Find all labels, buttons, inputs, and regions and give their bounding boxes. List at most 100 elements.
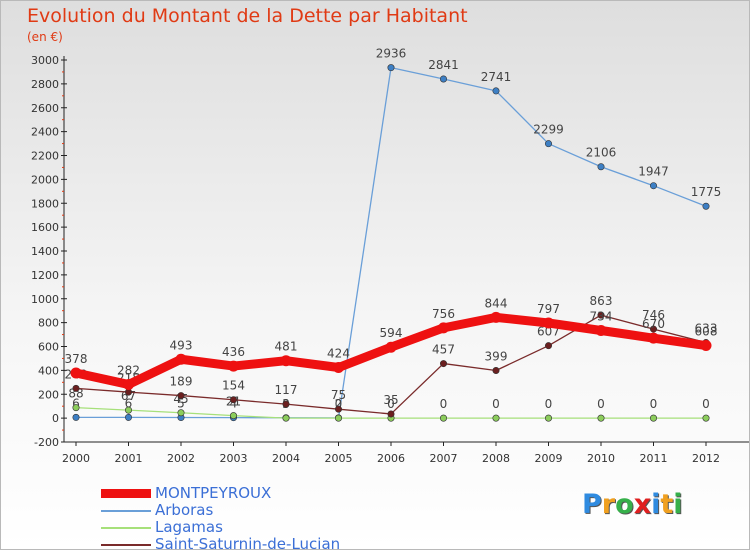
- y-tick-label: 400: [38, 364, 59, 377]
- legend-label: Arboras: [155, 501, 214, 519]
- data-point: [702, 202, 710, 210]
- y-tick-label: 1000: [31, 293, 59, 306]
- data-label: 2841: [428, 58, 459, 72]
- data-point: [649, 325, 657, 333]
- y-tick-label: 2800: [31, 78, 59, 91]
- data-label: 2741: [481, 70, 512, 84]
- data-label: 797: [537, 302, 560, 316]
- y-tick-label: 2600: [31, 102, 59, 115]
- data-label: 493: [170, 338, 193, 352]
- data-label: 0: [650, 397, 658, 411]
- data-label: 844: [485, 296, 508, 310]
- data-point: [334, 414, 342, 422]
- data-label: 2: [335, 397, 343, 411]
- data-label: 6: [125, 396, 133, 410]
- data-label: 399: [485, 349, 508, 363]
- data-point: [72, 404, 80, 412]
- data-label: 2936: [376, 47, 407, 61]
- data-point: [543, 317, 554, 329]
- data-label: 457: [432, 343, 455, 357]
- data-label: 282: [117, 363, 140, 377]
- y-tick-label: 600: [38, 341, 59, 354]
- data-point: [438, 322, 449, 334]
- data-point: [334, 405, 342, 413]
- data-label: 734: [590, 310, 613, 324]
- data-label: 5: [177, 397, 185, 411]
- data-point: [125, 413, 133, 421]
- data-label: 756: [432, 307, 455, 321]
- data-label: 117: [275, 383, 298, 397]
- y-tick-label: 1600: [31, 221, 59, 234]
- data-point: [177, 409, 185, 417]
- y-tick-label: 2400: [31, 126, 59, 139]
- data-point: [649, 414, 657, 422]
- data-label: 436: [222, 345, 245, 359]
- data-point: [177, 392, 185, 400]
- data-point: [492, 414, 500, 422]
- logo-letter: P: [582, 489, 602, 520]
- data-point: [387, 64, 395, 72]
- x-tick-label: 2003: [220, 452, 248, 465]
- data-point: [544, 140, 552, 148]
- data-point: [280, 355, 292, 367]
- legend-label: MONTPEYROUX: [155, 484, 272, 502]
- data-point: [439, 414, 447, 422]
- data-label: 378: [65, 352, 88, 366]
- y-tick-label: 2000: [31, 173, 59, 186]
- x-tick-label: 2010: [587, 452, 615, 465]
- data-point: [333, 362, 344, 374]
- data-point: [125, 406, 133, 414]
- data-label: 88: [68, 387, 83, 401]
- data-point: [123, 378, 134, 390]
- y-tick-label: 800: [38, 317, 59, 330]
- data-label: 75: [331, 388, 346, 402]
- y-tick-label: 0: [52, 412, 59, 425]
- data-label: 1775: [691, 185, 722, 199]
- data-label: 0: [492, 397, 500, 411]
- logo-letter: x: [633, 489, 652, 520]
- data-point: [70, 367, 82, 379]
- logo-letter: i: [673, 489, 683, 520]
- logo-letter: i: [651, 489, 661, 520]
- x-tick-label: 2006: [377, 452, 405, 465]
- data-label: 189: [170, 375, 193, 389]
- legend-label: Lagamas: [155, 518, 223, 536]
- x-tick-label: 2007: [430, 452, 458, 465]
- y-tick-label: 1800: [31, 197, 59, 210]
- x-tick-label: 2001: [115, 452, 143, 465]
- y-tick-label: 200: [38, 388, 59, 401]
- y-tick-label: 1400: [31, 245, 59, 258]
- data-label: 0: [702, 397, 710, 411]
- data-point: [492, 87, 500, 95]
- data-point: [597, 414, 605, 422]
- data-label: 633: [695, 322, 718, 336]
- logo-letter: o: [615, 489, 634, 520]
- data-label: 670: [642, 317, 665, 331]
- x-tick-label: 2008: [482, 452, 510, 465]
- y-tick-label: 3000: [31, 54, 59, 67]
- data-label: 424: [327, 347, 350, 361]
- data-point: [648, 332, 659, 344]
- data-label: 2106: [586, 146, 617, 160]
- data-point: [230, 396, 238, 404]
- chart-subtitle: (en €): [27, 30, 63, 44]
- data-label: 0: [440, 397, 448, 411]
- x-tick-label: 2009: [535, 452, 563, 465]
- data-label: 608: [695, 325, 718, 339]
- data-point: [72, 384, 80, 392]
- data-point: [595, 325, 607, 337]
- data-point: [439, 75, 447, 83]
- y-tick-label: 2200: [31, 150, 59, 163]
- proxiti-logo: Proxiti: [582, 489, 683, 520]
- data-label: 35: [383, 393, 398, 407]
- data-point: [700, 340, 712, 352]
- data-point: [490, 311, 502, 323]
- data-label: 154: [222, 379, 245, 393]
- data-label: 863: [590, 294, 613, 308]
- x-tick-label: 2000: [62, 452, 90, 465]
- y-tick-label: 1200: [31, 269, 59, 282]
- data-label: 0: [597, 397, 605, 411]
- legend-label: Saint-Saturnin-de-Lucian: [155, 535, 341, 553]
